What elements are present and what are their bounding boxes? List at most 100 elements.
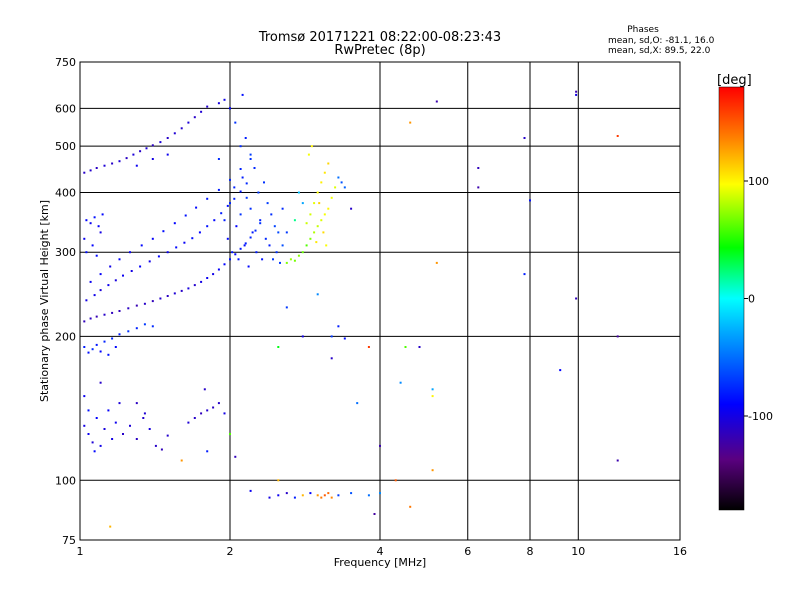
plot-frame <box>79 61 681 541</box>
x-tick-label: 6 <box>464 545 471 558</box>
echo-point <box>431 388 434 391</box>
colorbar-tick-label: 100 <box>748 175 769 188</box>
echo-point <box>206 197 209 200</box>
echo-point <box>313 231 316 234</box>
echo-point <box>93 216 96 219</box>
echo-point <box>241 93 244 96</box>
y-tick-label: 300 <box>55 246 76 259</box>
echo-point <box>275 251 278 254</box>
echo-point <box>95 167 98 169</box>
echo-point <box>316 225 319 228</box>
echo-point <box>111 311 114 314</box>
echo-point <box>279 261 281 264</box>
echo-point <box>330 496 333 499</box>
echo-point <box>103 428 106 430</box>
echo-point <box>191 237 194 240</box>
echo-point <box>223 219 226 222</box>
chart-subtitle: RwPretec (8p) <box>334 43 425 58</box>
echo-point <box>166 251 169 254</box>
echo-point <box>245 196 248 199</box>
echo-point <box>263 181 265 184</box>
echo-point <box>431 395 434 398</box>
echo-point <box>307 153 310 156</box>
y-tick-label: 500 <box>55 140 76 153</box>
echo-point <box>293 259 296 262</box>
echo-point <box>301 202 304 205</box>
echo-point <box>327 207 330 210</box>
echo-point <box>83 171 86 174</box>
echo-point <box>99 350 102 353</box>
echo-point <box>89 280 92 283</box>
echo-point <box>145 147 148 150</box>
echo-point <box>350 492 353 495</box>
echo-point <box>160 448 163 451</box>
echo-point <box>327 492 330 495</box>
echo-point <box>151 144 154 147</box>
echo-point <box>97 225 100 228</box>
echo-point <box>125 157 128 160</box>
echo-point <box>285 492 288 495</box>
echo-point <box>239 145 242 148</box>
echo-point <box>107 353 110 356</box>
echo-point <box>477 167 480 169</box>
echo-point <box>83 346 86 348</box>
echo-point <box>187 121 190 124</box>
echo-point <box>184 214 187 217</box>
x-tick-label: 1 <box>77 545 84 558</box>
echo-point <box>114 421 117 424</box>
echo-point <box>111 438 114 440</box>
y-tick-label: 600 <box>55 102 76 115</box>
echo-point <box>616 335 619 338</box>
echo-point <box>234 455 237 458</box>
echo-point <box>244 137 247 139</box>
echo-point <box>93 450 96 453</box>
echo-point <box>575 297 578 300</box>
echo-point <box>235 225 238 228</box>
phases-o-stats: mean, sd,O: -81.1, 16.0 <box>608 36 715 46</box>
echo-point <box>322 231 325 234</box>
echo-point <box>127 330 130 333</box>
echo-point <box>379 492 381 495</box>
echo-point <box>305 244 308 247</box>
echo-point <box>301 335 304 338</box>
echo-point <box>323 494 326 497</box>
echo-point <box>180 127 183 130</box>
echo-point <box>273 225 276 228</box>
echo-point <box>114 279 117 282</box>
echo-point <box>99 381 102 384</box>
echo-point <box>173 132 176 135</box>
echo-point <box>281 207 284 210</box>
echo-point <box>118 402 121 405</box>
echo-point <box>320 496 323 499</box>
y-axis-label: Stationary phase Virtual Height [km] <box>38 200 51 402</box>
echo-point <box>418 346 421 348</box>
echo-point <box>166 153 169 156</box>
echo-point <box>234 253 237 256</box>
echo-point <box>234 121 237 124</box>
echo-point <box>249 158 252 160</box>
x-tick-label: 4 <box>377 545 384 558</box>
echo-point <box>233 186 236 189</box>
echo-point <box>203 388 206 391</box>
echo-point <box>217 402 220 405</box>
echo-point <box>523 273 526 276</box>
echo-point <box>259 219 262 222</box>
echo-point <box>241 176 244 179</box>
echo-point <box>244 242 247 245</box>
echo-point <box>309 492 312 495</box>
echo-point <box>175 246 178 249</box>
echo-point <box>200 110 203 113</box>
y-tick-label: 100 <box>55 474 76 487</box>
echo-point <box>330 335 333 338</box>
echo-point <box>118 160 121 163</box>
echo-point <box>91 348 94 351</box>
echo-point <box>226 204 229 207</box>
echo-point <box>559 369 562 372</box>
echo-point <box>529 199 531 202</box>
echo-point <box>343 337 346 340</box>
echo-point <box>409 505 412 508</box>
echo-point <box>320 219 323 222</box>
echo-point <box>87 409 90 412</box>
echo-point <box>99 444 102 447</box>
echo-point <box>261 258 264 261</box>
